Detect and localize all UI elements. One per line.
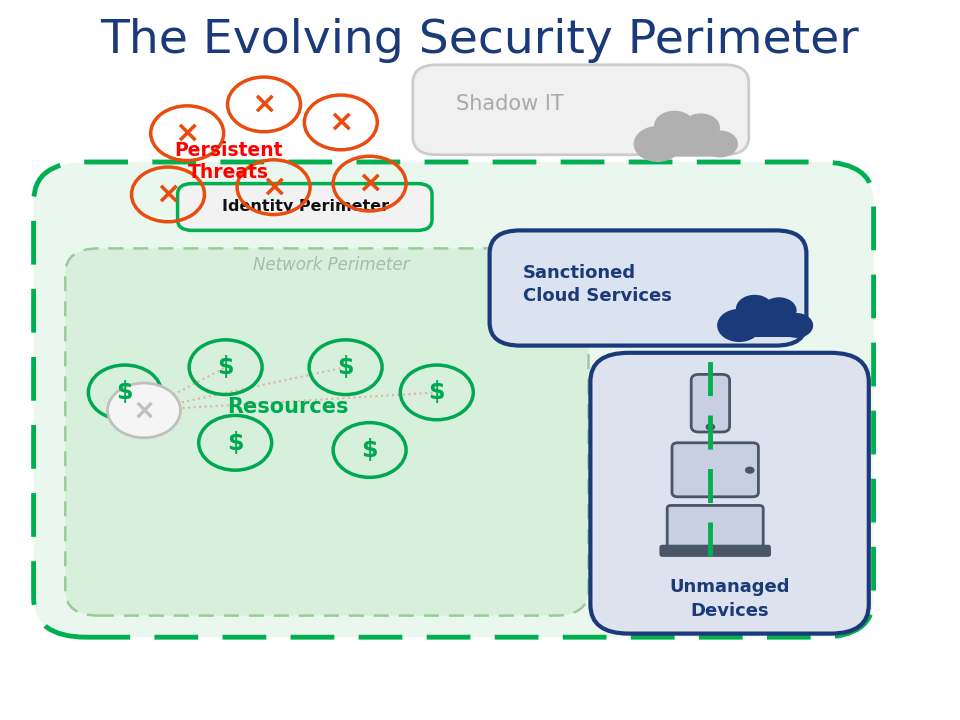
Text: $: $ <box>227 431 244 455</box>
Text: ×: × <box>156 180 180 209</box>
FancyBboxPatch shape <box>672 443 758 497</box>
Text: Unmanaged
Devices: Unmanaged Devices <box>669 578 790 620</box>
FancyBboxPatch shape <box>34 162 874 637</box>
Circle shape <box>736 294 774 323</box>
Text: The Evolving Security Perimeter: The Evolving Security Perimeter <box>101 18 859 63</box>
FancyBboxPatch shape <box>413 65 749 155</box>
Circle shape <box>654 111 695 141</box>
Text: $: $ <box>361 438 378 462</box>
FancyBboxPatch shape <box>65 248 588 616</box>
Text: ×: × <box>261 173 286 202</box>
FancyBboxPatch shape <box>691 374 730 432</box>
Text: Resources: Resources <box>228 397 348 417</box>
Text: Network Perimeter: Network Perimeter <box>252 256 410 274</box>
FancyBboxPatch shape <box>490 230 806 346</box>
Text: ×: × <box>175 119 200 148</box>
Circle shape <box>761 297 797 324</box>
Circle shape <box>706 423 715 431</box>
Text: ×: × <box>132 397 156 424</box>
Text: $: $ <box>116 380 133 405</box>
Text: Persistent
Threats: Persistent Threats <box>174 142 283 182</box>
FancyBboxPatch shape <box>667 505 763 547</box>
Text: Identity Perimeter: Identity Perimeter <box>222 199 389 214</box>
Circle shape <box>682 113 720 142</box>
Text: $: $ <box>217 355 234 379</box>
Circle shape <box>780 313 813 338</box>
Circle shape <box>752 308 789 336</box>
Circle shape <box>634 126 682 162</box>
Text: ×: × <box>252 90 276 119</box>
FancyBboxPatch shape <box>178 184 432 230</box>
Circle shape <box>745 467 755 474</box>
Text: $: $ <box>337 355 354 379</box>
Text: ×: × <box>328 108 353 137</box>
Text: ×: × <box>357 169 382 198</box>
Text: Sanctioned
Cloud Services: Sanctioned Cloud Services <box>523 264 672 305</box>
Text: $: $ <box>428 380 445 405</box>
Circle shape <box>717 309 761 342</box>
FancyBboxPatch shape <box>590 353 869 634</box>
Circle shape <box>702 130 738 158</box>
FancyBboxPatch shape <box>660 546 770 556</box>
Circle shape <box>671 125 711 156</box>
FancyBboxPatch shape <box>655 143 723 156</box>
Text: Shadow IT: Shadow IT <box>456 94 564 114</box>
Circle shape <box>108 383 180 438</box>
FancyBboxPatch shape <box>737 325 799 337</box>
